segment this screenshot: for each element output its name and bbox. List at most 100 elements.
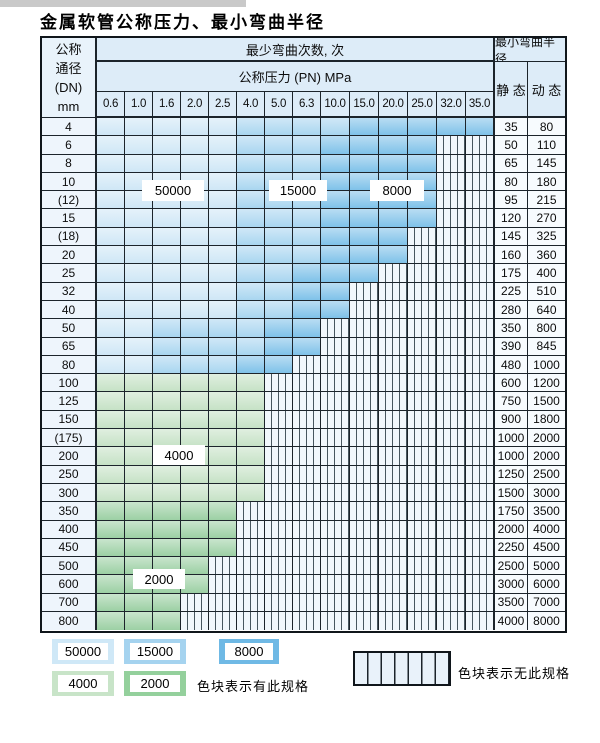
pressure-cell <box>350 337 379 356</box>
pressure-cell <box>321 337 350 356</box>
pressure-cell <box>97 246 125 265</box>
pressure-cell <box>237 538 265 558</box>
pressure-cell <box>350 209 379 228</box>
pressure-cell <box>466 282 495 301</box>
pressure-cell <box>321 136 350 155</box>
pressure-cell <box>437 447 466 466</box>
pressure-cell <box>437 264 466 283</box>
pressure-cell <box>153 502 181 521</box>
pressure-cell <box>209 392 237 411</box>
pressure-cell <box>237 410 265 430</box>
static-value-cell: 390 <box>495 337 528 356</box>
pressure-cell <box>321 172 350 192</box>
static-value-cell: 280 <box>495 300 528 320</box>
static-value-cell: 600 <box>495 374 528 393</box>
pressure-cell <box>97 136 125 155</box>
dynamic-value-cell: 4000 <box>528 520 565 539</box>
pressure-cell <box>153 374 181 393</box>
pressure-cell <box>209 483 237 503</box>
pressure-cell <box>125 429 153 448</box>
pressure-cell <box>153 612 181 631</box>
dn-cell: 300 <box>42 483 97 503</box>
pressure-cell <box>293 465 321 484</box>
dn-cell: (18) <box>42 227 97 247</box>
pressure-cell <box>153 209 181 228</box>
pressure-cell <box>237 392 265 411</box>
pressure-cell <box>265 483 293 503</box>
dn-cell: 100 <box>42 374 97 393</box>
pressure-cell <box>379 264 408 283</box>
pressure-cell <box>97 282 125 301</box>
pressure-cell <box>408 246 437 265</box>
pressure-cell <box>437 136 466 155</box>
pressure-cell <box>125 264 153 283</box>
pressure-cell <box>466 410 495 430</box>
pressure-cell <box>265 246 293 265</box>
dn-header-line: 公称 <box>55 41 82 57</box>
dn-cell: 600 <box>42 575 97 594</box>
dynamic-value-cell: 270 <box>528 209 565 228</box>
pressure-col-header: 35.0 <box>466 92 495 118</box>
zone-label-4000: 4000 <box>153 445 205 465</box>
pressure-cell <box>153 246 181 265</box>
pressure-cell <box>437 465 466 484</box>
pressure-cell <box>265 374 293 393</box>
pressure-cell <box>237 172 265 192</box>
pressure-cell <box>437 355 466 375</box>
pressure-cell <box>293 410 321 430</box>
dn-cell: 65 <box>42 337 97 356</box>
pressure-cell <box>153 264 181 283</box>
pressure-cell <box>237 118 265 137</box>
pressure-cell <box>408 612 437 631</box>
pressure-cell <box>466 538 495 558</box>
static-value-cell: 80 <box>495 172 528 192</box>
dn-cell: 32 <box>42 282 97 301</box>
pressure-cell <box>97 227 125 247</box>
pressure-cell <box>265 154 293 173</box>
pressure-cell <box>209 191 237 210</box>
legend-swatch-label: 2000 <box>130 675 180 692</box>
pressure-cell <box>437 300 466 320</box>
static-value-cell: 1750 <box>495 502 528 521</box>
dynamic-value-cell: 845 <box>528 337 565 356</box>
pressure-cell <box>379 355 408 375</box>
pressure-cell <box>97 154 125 173</box>
pressure-cell <box>293 538 321 558</box>
pressure-col-header: 20.0 <box>379 92 408 118</box>
spec-table: 公称 通径 (DN) mm 最少弯曲次数, 次 最小弯曲半径 公称压力 (PN)… <box>40 36 567 633</box>
pressure-cell <box>379 483 408 503</box>
pressure-cell <box>97 300 125 320</box>
pressure-cell <box>97 172 125 192</box>
pressure-cell <box>350 502 379 521</box>
pressure-cell <box>293 557 321 576</box>
static-value-cell: 120 <box>495 209 528 228</box>
static-value-cell: 225 <box>495 282 528 301</box>
pressure-cell <box>321 575 350 594</box>
pressure-cell <box>408 355 437 375</box>
pressure-cell <box>350 465 379 484</box>
pressure-cell <box>408 118 437 137</box>
pressure-cell <box>350 282 379 301</box>
pressure-cell <box>209 172 237 192</box>
pressure-cell <box>153 154 181 173</box>
pressure-cell <box>466 172 495 192</box>
pressure-cell <box>265 282 293 301</box>
pressure-cell <box>466 355 495 375</box>
pressure-cell <box>350 154 379 173</box>
dynamic-value-cell: 8000 <box>528 612 565 631</box>
pressure-cell <box>379 392 408 411</box>
static-value-cell: 1000 <box>495 429 528 448</box>
pressure-cell <box>181 502 209 521</box>
pressure-cell <box>265 264 293 283</box>
pressure-cell <box>321 319 350 338</box>
pressure-cell <box>209 154 237 173</box>
pressure-cell <box>408 447 437 466</box>
pressure-cell <box>153 355 181 375</box>
pressure-cell <box>125 282 153 301</box>
pressure-cell <box>293 483 321 503</box>
pressure-cell <box>437 282 466 301</box>
pressure-cell <box>181 392 209 411</box>
pressure-cell <box>97 429 125 448</box>
pressure-cell <box>408 392 437 411</box>
pressure-cell <box>97 557 125 576</box>
